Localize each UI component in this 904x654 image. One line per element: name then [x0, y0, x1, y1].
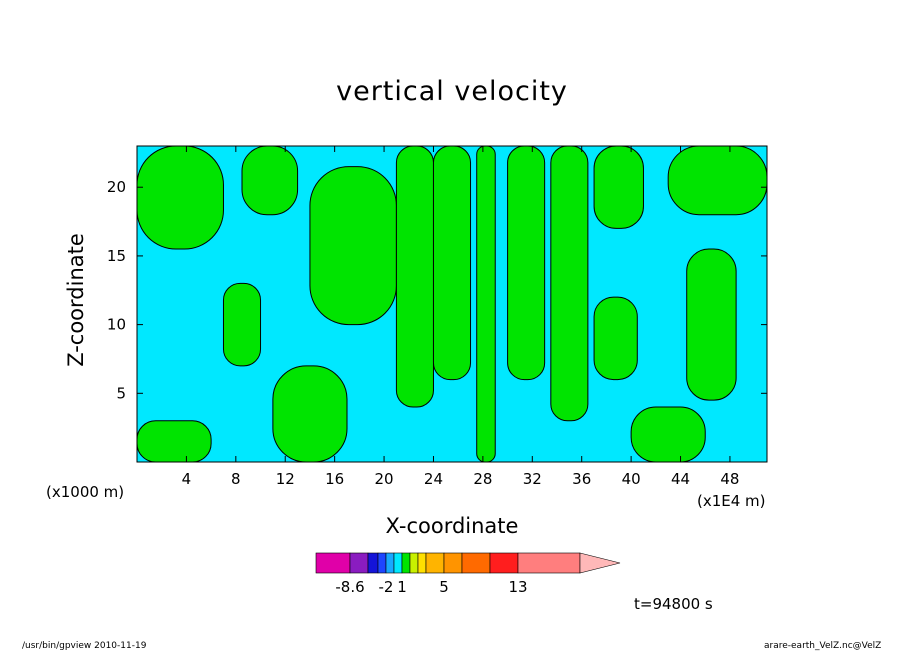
x-tick-label: 20 — [375, 470, 394, 488]
footer-source-file: arare-earth_VelZ.nc@VelZ — [764, 641, 882, 651]
x-tick-label: 32 — [523, 470, 542, 488]
colorbar-segment — [393, 552, 403, 574]
x-tick-label: 16 — [325, 470, 344, 488]
colorbar-segment — [401, 552, 411, 574]
x-tick-label: 4 — [182, 470, 192, 488]
colorbar-tick-label: 13 — [508, 578, 527, 596]
x-tick-label: 40 — [622, 470, 641, 488]
contour-region — [137, 146, 224, 250]
colorbar-extension — [579, 552, 621, 574]
contour-region — [309, 166, 397, 326]
contour-region — [241, 146, 299, 216]
x-tick-label: 36 — [572, 470, 591, 488]
colorbar-segment — [489, 552, 519, 574]
contour-region — [593, 146, 644, 229]
contour-region — [550, 146, 589, 422]
y-unit-label: (x1000 m) — [46, 483, 125, 501]
contour-region — [395, 146, 434, 408]
colorbar-tick-label: -2 — [379, 578, 394, 596]
x-tick-label: 24 — [424, 470, 443, 488]
contour-region — [507, 146, 546, 381]
y-tick-label: 10 — [107, 316, 126, 334]
contour-region — [476, 146, 496, 462]
x-tick-label: 48 — [720, 470, 739, 488]
plot-frame — [136, 145, 768, 463]
time-label: t=94800 s — [634, 595, 713, 613]
colorbar-tick-label: 5 — [439, 578, 449, 596]
colorbar-segment — [377, 552, 387, 574]
colorbar-segment — [349, 552, 369, 574]
colorbar-segment — [417, 552, 427, 574]
colorbar-segment — [409, 552, 419, 574]
x-unit-label: (x1E4 m) — [697, 492, 766, 510]
colorbar-segment — [367, 552, 379, 574]
contour-region — [137, 420, 212, 462]
contour-region — [272, 365, 348, 462]
colorbar-segment — [315, 552, 351, 574]
colorbar-tick-label: -8.6 — [335, 578, 364, 596]
contour-region — [667, 146, 767, 216]
x-tick-label: 44 — [671, 470, 690, 488]
y-tick-label: 20 — [107, 178, 126, 196]
colorbar-segment — [385, 552, 395, 574]
contour-region — [686, 248, 737, 401]
contour-region — [222, 282, 262, 367]
colorbar: -8.6 -2 1 5 13 — [315, 552, 621, 596]
x-axis-label: X-coordinate — [385, 514, 519, 538]
x-tick-label: 28 — [473, 470, 492, 488]
x-tick-label: 12 — [276, 470, 295, 488]
colorbar-segment — [443, 552, 463, 574]
chart-title: vertical velocity — [336, 76, 568, 107]
colorbar-segment — [425, 552, 445, 574]
contour-region — [630, 406, 706, 462]
contour-region — [432, 146, 472, 381]
y-tick-label: 5 — [116, 384, 126, 402]
contour-field — [137, 146, 767, 462]
y-axis-label: Z-coordinate — [64, 233, 88, 367]
colorbar-segment — [461, 552, 491, 574]
footer-program-date: /usr/bin/gpview 2010-11-19 — [22, 641, 147, 651]
colorbar-tick-label: 1 — [397, 578, 407, 596]
y-tick-label: 15 — [107, 247, 126, 265]
x-tick-label: 8 — [231, 470, 241, 488]
colorbar-segment — [517, 552, 581, 574]
contour-region — [593, 296, 638, 381]
